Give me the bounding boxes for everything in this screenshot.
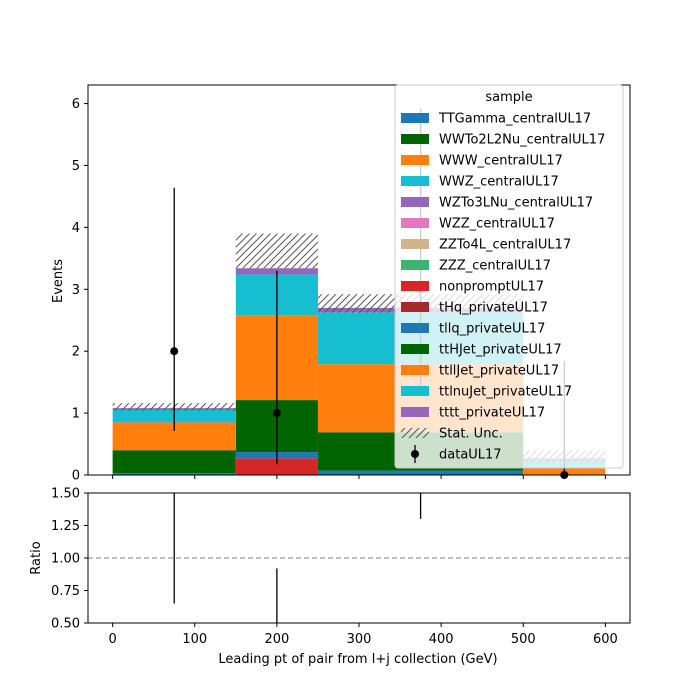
x-tick-label: 400: [429, 632, 454, 647]
bar-nonpromptUL17-bin1: [235, 458, 318, 475]
main-y-tick-label: 2: [72, 345, 80, 360]
legend-entry-label: WZZ_centralUL17: [439, 217, 555, 232]
x-tick-label: 600: [593, 632, 618, 647]
legend-entry-label: tttt_privateUL17: [439, 406, 545, 421]
legend-swatch: [401, 113, 429, 123]
legend-entry-label: tllq_privateUL17: [439, 322, 545, 337]
legend-swatch: [401, 365, 429, 375]
legend-entry-label: ttHJet_privateUL17: [439, 343, 562, 358]
main-y-tick-label: 6: [72, 97, 80, 112]
ratio-y-tick-label: 0.50: [51, 617, 80, 632]
x-tick-label: 100: [182, 632, 207, 647]
main-y-tick-label: 0: [72, 469, 80, 484]
legend-entry-label: nonpromptUL17: [439, 280, 544, 295]
data-point: [272, 409, 281, 418]
main-y-tick-label: 1: [72, 407, 80, 422]
legend-entry-label: WZTo3LNu_centralUL17: [439, 196, 593, 211]
legend-swatch: [401, 344, 429, 354]
ratio-y-tick-label: 1.50: [51, 487, 80, 502]
legend-entry-label: Stat. Unc.: [439, 427, 503, 442]
legend-swatch: [401, 302, 429, 312]
legend-swatch: [401, 239, 429, 249]
legend-box: [394, 84, 624, 469]
x-tick-label: 300: [347, 632, 372, 647]
legend-marker-point: [411, 450, 419, 458]
legend-entry-label: WWTo2L2Nu_centralUL17: [439, 133, 605, 148]
legend-entry-label: WWW_centralUL17: [439, 154, 563, 169]
x-tick-label: 200: [264, 632, 289, 647]
ratio-panel: 0.50 0.75 1.00 1.25 1.50 0 100 200 300 400 500 600: [51, 487, 631, 647]
legend-swatch: [401, 176, 429, 186]
legend-entry-label: ZZZ_centralUL17: [439, 259, 551, 274]
data-point: [170, 347, 179, 356]
legend-entry-label: WWZ_centralUL17: [439, 175, 559, 190]
legend-swatch: [401, 323, 429, 333]
legend-entry-label: ZZTo4L_centralUL17: [439, 238, 571, 253]
legend-swatch: [401, 407, 429, 417]
x-tick-label: 0: [108, 632, 116, 647]
legend: sample TTGamma_centralUL17 WWTo2L2Nu_centr…: [394, 84, 624, 469]
legend-swatch: [401, 197, 429, 207]
main-y-tick-label: 4: [72, 221, 80, 236]
bar-tllq_privateUL17-bin2: [317, 470, 524, 475]
bar-ttHJet_privateUL17-bin0: [112, 450, 236, 474]
legend-swatch: [401, 281, 429, 291]
legend-swatch-hatch: [401, 428, 429, 438]
legend-swatch: [401, 386, 429, 396]
main-y-tick-label: 5: [72, 159, 80, 174]
legend-entry-label: ttlnuJet_privateUL17: [439, 385, 572, 400]
main-y-tick-label: 3: [72, 283, 80, 298]
legend-entry-label: dataUL17: [439, 448, 502, 463]
ratio-y-tick-label: 0.75: [51, 584, 80, 599]
x-tick-label: 500: [511, 632, 536, 647]
legend-swatch: [401, 218, 429, 228]
ratio-y-tick-label: 1.00: [51, 552, 80, 567]
legend-swatch: [401, 260, 429, 270]
stat-unc-band-bin1: [235, 233, 318, 269]
legend-swatch: [401, 134, 429, 144]
legend-swatch: [401, 155, 429, 165]
bar-tllq_privateUL17-bin0: [112, 473, 236, 475]
ratio-y-tick-label: 1.25: [51, 519, 80, 534]
legend-entry-label: tHq_privateUL17: [439, 301, 548, 316]
x-axis-label: Leading pt of pair from l+j collection (…: [218, 652, 497, 667]
y-axis-label: Events: [51, 259, 66, 303]
legend-entry-label: TTGamma_centralUL17: [438, 112, 591, 127]
ratio-y-axis-label: Ratio: [29, 541, 44, 574]
legend-title: sample: [485, 90, 532, 105]
legend-entry-label: ttllJet_privateUL17: [439, 364, 559, 379]
